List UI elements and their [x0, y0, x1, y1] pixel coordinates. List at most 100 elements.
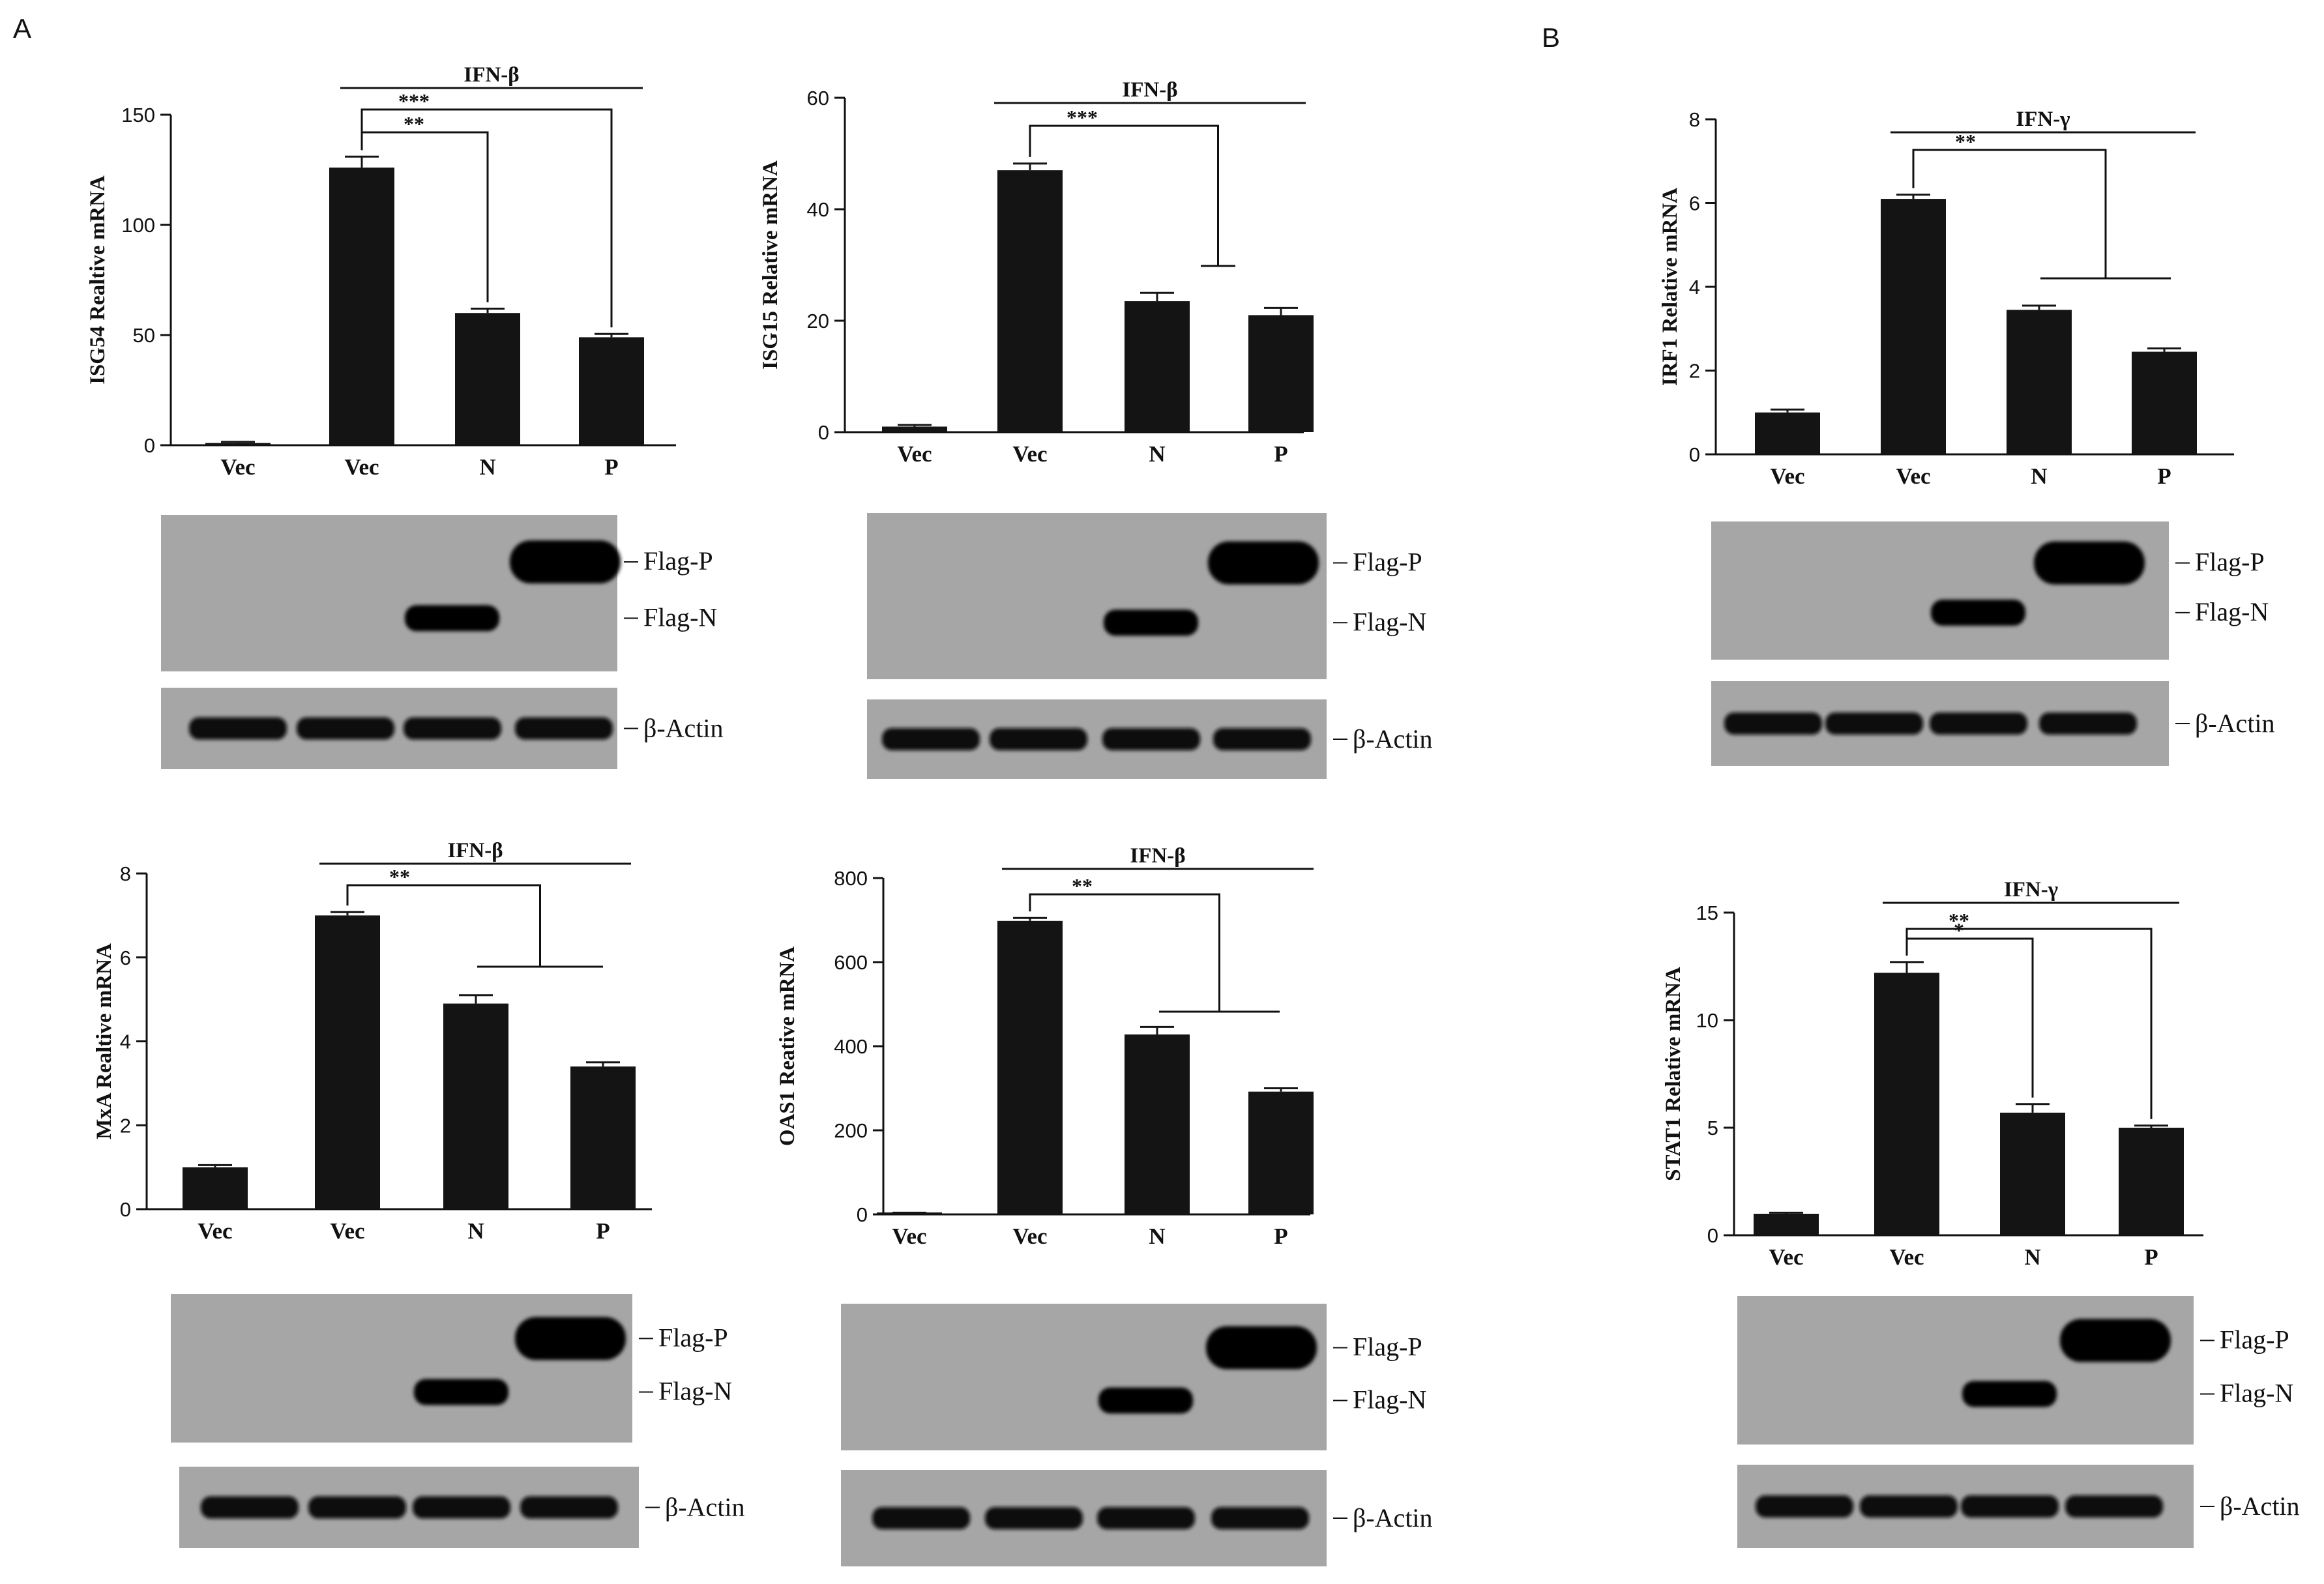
category-label: P: [2144, 1244, 2158, 1270]
category-label: N: [1149, 1224, 1165, 1249]
category-label: Vec: [897, 441, 932, 467]
band-actin: [1756, 1495, 1853, 1518]
y-tick-label: 0: [144, 434, 155, 457]
treatment-label: IFN-γ: [2004, 878, 2058, 902]
bar: [1874, 973, 1939, 1235]
band-actin: [308, 1496, 406, 1519]
band-flag-n: [1962, 1381, 2057, 1407]
category-label: Vec: [1012, 1224, 1047, 1249]
y-tick-label: 20: [807, 310, 829, 332]
band-label-flag-p: Flag-P: [1353, 548, 1422, 577]
chart-4: 0 200 400 600 800 OAS1 Reative mRNA Vec Vec N P IF…: [776, 844, 1433, 1566]
band-actin: [1930, 712, 2027, 735]
band-flag-n: [405, 605, 499, 632]
blot-flag: [171, 1294, 632, 1443]
band-actin: [990, 728, 1087, 750]
band-flag-p: [1206, 1326, 1317, 1370]
y-tick-label: 150: [121, 104, 155, 126]
band-actin: [515, 717, 613, 740]
treatment-label: IFN-β: [463, 63, 519, 87]
category-label: N: [467, 1218, 484, 1244]
y-tick-label: 6: [1689, 192, 1700, 215]
y-tick-label: 100: [121, 214, 155, 237]
category-label: P: [596, 1218, 610, 1244]
band-actin: [1211, 1507, 1309, 1529]
band-flag-p: [510, 540, 621, 583]
category-label: Vec: [330, 1218, 364, 1244]
category-label: N: [1149, 441, 1165, 467]
band-actin: [2039, 712, 2137, 735]
band-flag-p: [1208, 541, 1319, 585]
y-tick-label: 0: [1689, 443, 1700, 466]
band-actin: [1860, 1495, 1958, 1518]
band-actin: [1961, 1495, 2059, 1518]
band-flag-n: [1931, 599, 2025, 626]
band-actin: [189, 717, 287, 740]
bar: [1125, 301, 1190, 432]
band-label-actin: β-Actin: [2195, 709, 2275, 738]
category-label: Vec: [1896, 463, 1930, 489]
treatment-label: IFN-β: [447, 839, 503, 862]
bar: [443, 1003, 508, 1209]
band-flag-n: [1104, 609, 1198, 636]
y-tick-label: 0: [818, 421, 829, 444]
band-flag-n: [414, 1379, 508, 1405]
significance-bracket: [1905, 928, 2153, 1119]
y-axis-label: STAT1 Relative mRNA: [1662, 967, 1685, 1181]
band-actin: [1102, 728, 1200, 750]
y-axis-label: ISG54 Realtive mRNA: [86, 175, 110, 385]
category-label: P: [1274, 1224, 1287, 1249]
chart-1: 0 20 40 60 ISG15 Relative mRNA Vec Vec N P IFN-β *…: [759, 78, 1433, 779]
band-flag-p: [2034, 541, 2145, 585]
band-label-actin: β-Actin: [1353, 1503, 1433, 1533]
chart-2: 0 2 4 6 8 IRF1 Relative mRNA Vec Vec N P IFN-γ ** Fl…: [1658, 108, 2275, 766]
y-tick-label: 200: [834, 1119, 868, 1142]
bar: [997, 920, 1063, 1214]
significance-label: **: [1955, 130, 1976, 153]
bar: [2132, 351, 2197, 454]
band-label-actin: β-Actin: [665, 1493, 745, 1522]
category-label: N: [2024, 1244, 2040, 1270]
category-label: N: [2031, 463, 2047, 489]
significance-label: **: [389, 865, 410, 888]
band-label-flag-n: Flag-N: [643, 602, 717, 632]
significance-label: **: [1949, 909, 1969, 932]
y-tick-label: 2: [120, 1114, 131, 1137]
y-tick-label: 15: [1696, 902, 1718, 924]
band-label-flag-p: Flag-P: [2220, 1325, 2289, 1354]
y-tick-label: 400: [834, 1035, 868, 1058]
bar: [1125, 1034, 1190, 1214]
band-label-flag-p: Flag-P: [643, 546, 713, 576]
y-tick-label: 4: [120, 1031, 131, 1053]
bar: [315, 915, 380, 1209]
bar: [1754, 1214, 1819, 1235]
category-label: P: [1274, 441, 1287, 467]
band-actin: [1724, 712, 1822, 735]
treatment-label: IFN-β: [1122, 78, 1177, 102]
chart-0: 0 50 100 150 ISG54 Realtive mRNA Vec Vec N P IFN-…: [86, 63, 724, 769]
panel-letter: B: [1542, 22, 1560, 53]
blot-flag: [1737, 1296, 2194, 1445]
bar: [1248, 1091, 1314, 1214]
band-actin: [413, 1496, 510, 1519]
significance-bracket: [346, 884, 541, 967]
category-label: Vec: [1889, 1244, 1924, 1270]
category-label: Vec: [892, 1224, 926, 1249]
bar: [570, 1066, 636, 1209]
band-label-flag-n: Flag-N: [2220, 1378, 2293, 1407]
y-tick-label: 40: [807, 198, 829, 221]
y-tick-label: 0: [1707, 1224, 1718, 1247]
bar: [1755, 412, 1820, 454]
y-axis-label: MxA Realtive mRNA: [93, 943, 116, 1139]
panel-letter: A: [13, 13, 31, 44]
category-label: Vec: [344, 454, 379, 480]
y-tick-label: 60: [807, 87, 829, 110]
significance-label: ***: [398, 89, 430, 113]
significance-label: **: [404, 112, 424, 136]
category-label: Vec: [1769, 1244, 1803, 1270]
significance-label: **: [1072, 874, 1093, 898]
category-label: Vec: [220, 454, 255, 480]
bar: [579, 337, 644, 445]
y-tick-label: 800: [834, 867, 868, 890]
blot-flag: [841, 1304, 1327, 1450]
